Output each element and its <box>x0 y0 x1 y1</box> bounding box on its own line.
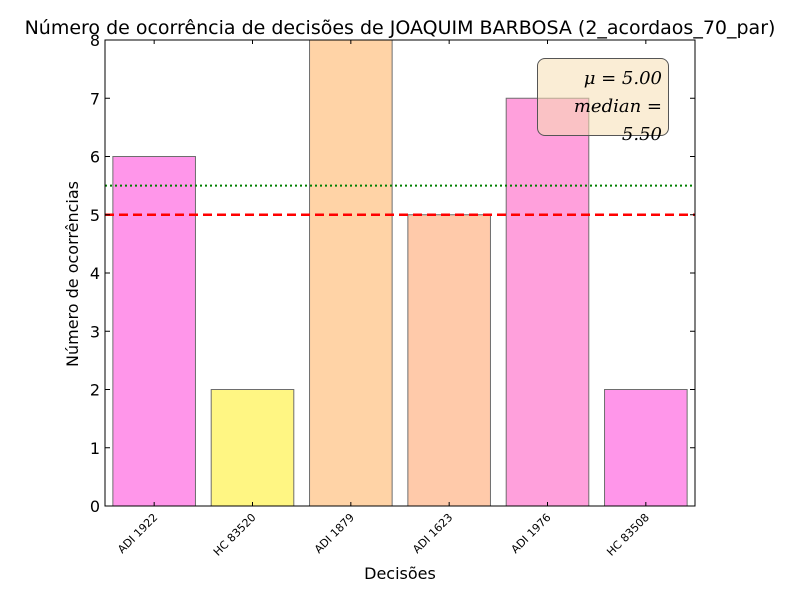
y-tick-label: 1 <box>90 439 100 458</box>
y-tick-label: 3 <box>90 322 100 341</box>
y-axis-label: Número de ocorrências <box>63 181 82 367</box>
y-tick-label: 4 <box>90 264 100 283</box>
median-label: median = 5.50 <box>573 96 662 145</box>
bar-adi-1976 <box>505 97 590 507</box>
x-tick-label: HC 83508 <box>604 511 652 559</box>
bar-adi-1623 <box>407 214 491 507</box>
bar-hc-83508 <box>604 389 688 507</box>
chart-title: Número de ocorrência de decisões de JOAQ… <box>25 17 776 39</box>
x-tick-label: ADI 1879 <box>312 511 357 556</box>
x-tick-label: ADI 1976 <box>509 511 554 556</box>
y-tick-label: 5 <box>90 206 100 225</box>
bar-adi-1879 <box>309 39 393 507</box>
y-tick-label: 7 <box>90 89 100 108</box>
x-tick-label: ADI 1922 <box>115 511 160 556</box>
x-tick-label: HC 83520 <box>211 511 259 559</box>
mean-label: μ = 5.00 <box>583 68 662 89</box>
bar-adi-1922 <box>112 156 196 507</box>
reference-lines <box>105 184 695 216</box>
stats-legend: μ = 5.00 median = 5.50 <box>537 58 669 145</box>
y-tick-label: 0 <box>90 497 100 516</box>
y-tick-label: 6 <box>90 148 100 167</box>
y-tick-label: 8 <box>90 31 100 50</box>
y-axis-ticks: 0 1 2 3 4 5 6 7 8 <box>90 31 695 516</box>
x-axis-label: Decisões <box>364 564 436 583</box>
y-tick-label: 2 <box>90 381 100 400</box>
x-tick-label: ADI 1623 <box>410 511 455 556</box>
bar-hc-83520 <box>210 389 295 507</box>
